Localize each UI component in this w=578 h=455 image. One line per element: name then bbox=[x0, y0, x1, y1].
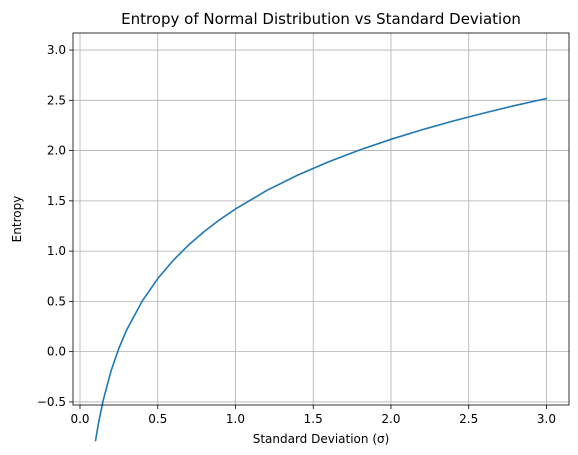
chart-title: Entropy of Normal Distribution vs Standa… bbox=[121, 10, 521, 28]
x-tick-label: 0.0 bbox=[70, 412, 89, 426]
y-axis-label: Entropy bbox=[10, 196, 24, 243]
x-tick-label: 2.5 bbox=[459, 412, 478, 426]
grid-layer bbox=[73, 33, 569, 405]
y-tick-label: 1.0 bbox=[47, 244, 66, 258]
y-tick-label: 0.0 bbox=[47, 345, 66, 359]
y-tick-label: 3.0 bbox=[47, 43, 66, 57]
y-tick-label: 1.5 bbox=[47, 194, 66, 208]
plot-frame bbox=[72, 32, 570, 406]
x-axis-label: Standard Deviation (σ) bbox=[253, 432, 390, 446]
x-tick-label: 2.0 bbox=[381, 412, 400, 426]
data-layer bbox=[94, 97, 548, 442]
entropy-series-line bbox=[94, 97, 548, 442]
x-tick-label: 0.5 bbox=[148, 412, 167, 426]
x-tick-label: 1.0 bbox=[226, 412, 245, 426]
y-tick-label: −0.5 bbox=[37, 395, 66, 409]
y-tick-label: 2.5 bbox=[47, 93, 66, 107]
x-tick-label: 1.5 bbox=[304, 412, 323, 426]
y-tick-label: 2.0 bbox=[47, 144, 66, 158]
tick-layer: 0.0 0.5 1.0 1.5 2.0 2.5 3.0 −0.5 0.0 0.5 1.0 1.5 2.0… bbox=[37, 43, 556, 426]
x-tick-label: 3.0 bbox=[537, 412, 556, 426]
y-tick-label: 0.5 bbox=[47, 294, 66, 308]
